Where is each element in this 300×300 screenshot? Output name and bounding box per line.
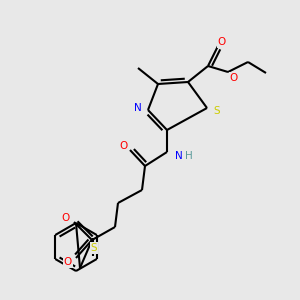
Text: H: H xyxy=(185,151,193,161)
Text: S: S xyxy=(214,106,220,116)
Text: N: N xyxy=(134,103,142,113)
Text: S: S xyxy=(91,243,97,253)
Text: O: O xyxy=(62,213,70,223)
Text: O: O xyxy=(64,257,72,267)
Text: N: N xyxy=(175,151,183,161)
Text: O: O xyxy=(230,73,238,83)
Text: O: O xyxy=(120,141,128,151)
Text: O: O xyxy=(218,37,226,47)
